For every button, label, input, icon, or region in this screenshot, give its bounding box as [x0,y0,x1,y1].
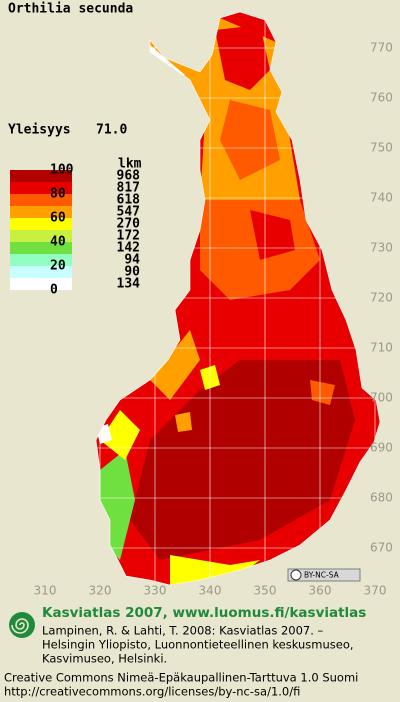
y-label: 770 [370,41,393,55]
citation-line: Kasvimuseo, Helsinki. [42,652,167,666]
legend-swatch [10,278,72,290]
x-label: 370 [364,584,387,598]
legend-count: 618 [117,193,141,208]
x-label: 310 [34,584,57,598]
citation-line: Lampinen, R. & Lahti, T. 2008: Kasviatla… [42,624,324,638]
legend-swatch [10,206,72,218]
y-label: 670 [370,541,393,555]
x-label: 340 [199,584,222,598]
y-label: 760 [370,91,393,105]
legend-count: 817 [117,181,140,196]
y-label: 690 [370,441,393,455]
patch [215,25,270,90]
legend-scale-label: 100 [50,163,74,178]
species-title: Orthilia secunda [8,2,133,17]
legend-swatch [10,194,72,206]
legend-swatch [10,218,72,230]
patch [100,410,140,460]
license-badge: BY-NC-SA [304,571,340,580]
patch [170,555,260,585]
y-label: 700 [370,391,393,405]
count-header: lkm [118,157,142,172]
y-labels: 770 760 750 740 730 720 710 700 690 680 670 [370,41,393,555]
legend-swatch [10,254,72,266]
legend-count: 547 [117,205,140,220]
legend-count: 94 [124,253,140,268]
x-label: 330 [144,584,167,598]
legend-swatch [10,242,72,254]
legend-scale-label: 20 [50,259,66,274]
patch [310,380,335,405]
y-label: 730 [370,241,393,255]
y-label: 680 [370,491,393,505]
patch [150,330,200,400]
legend-scale-label: 0 [50,283,58,298]
frequency-value: 71.0 [96,123,127,138]
legend-count: 90 [124,265,140,280]
legend-count: 270 [117,217,141,232]
legend-swatch [10,170,72,182]
patch [130,360,355,560]
y-label: 750 [370,141,393,155]
legend-count: 968 [117,169,141,184]
y-label: 740 [370,191,393,205]
y-label: 720 [370,291,393,305]
patch [250,210,295,260]
legend-scale-label: 80 [50,187,66,202]
x-label: 350 [254,584,277,598]
legend-scale-label: 60 [50,211,66,226]
brand: Kasviatlas 2007, www.luomus.fi/kasviatla… [42,605,366,621]
legend-count: 134 [117,277,141,292]
patch [175,412,192,432]
x-labels: 310 320 330 340 350 360 370 [34,584,387,598]
license-line: http://creativecommons.org/licenses/by-n… [4,685,300,699]
x-label: 360 [309,584,332,598]
legend-count: 172 [117,229,140,244]
legend-count: 142 [117,241,140,256]
license-line: Creative Commons Nimeä-Epäkaupallinen-Ta… [4,671,358,685]
legend-swatch [10,266,72,278]
license-badge-box [287,568,361,582]
legend-swatch [10,182,72,194]
legend-scale-label: 40 [50,235,66,250]
logo [9,612,35,638]
cc-icon [290,569,302,581]
citation-line: Helsingin Yliopisto, Luonnontieteellinen… [42,638,354,652]
frequency-label: Yleisyys [8,123,71,138]
y-label: 710 [370,341,393,355]
x-label: 320 [89,584,112,598]
legend-swatch [10,230,72,242]
